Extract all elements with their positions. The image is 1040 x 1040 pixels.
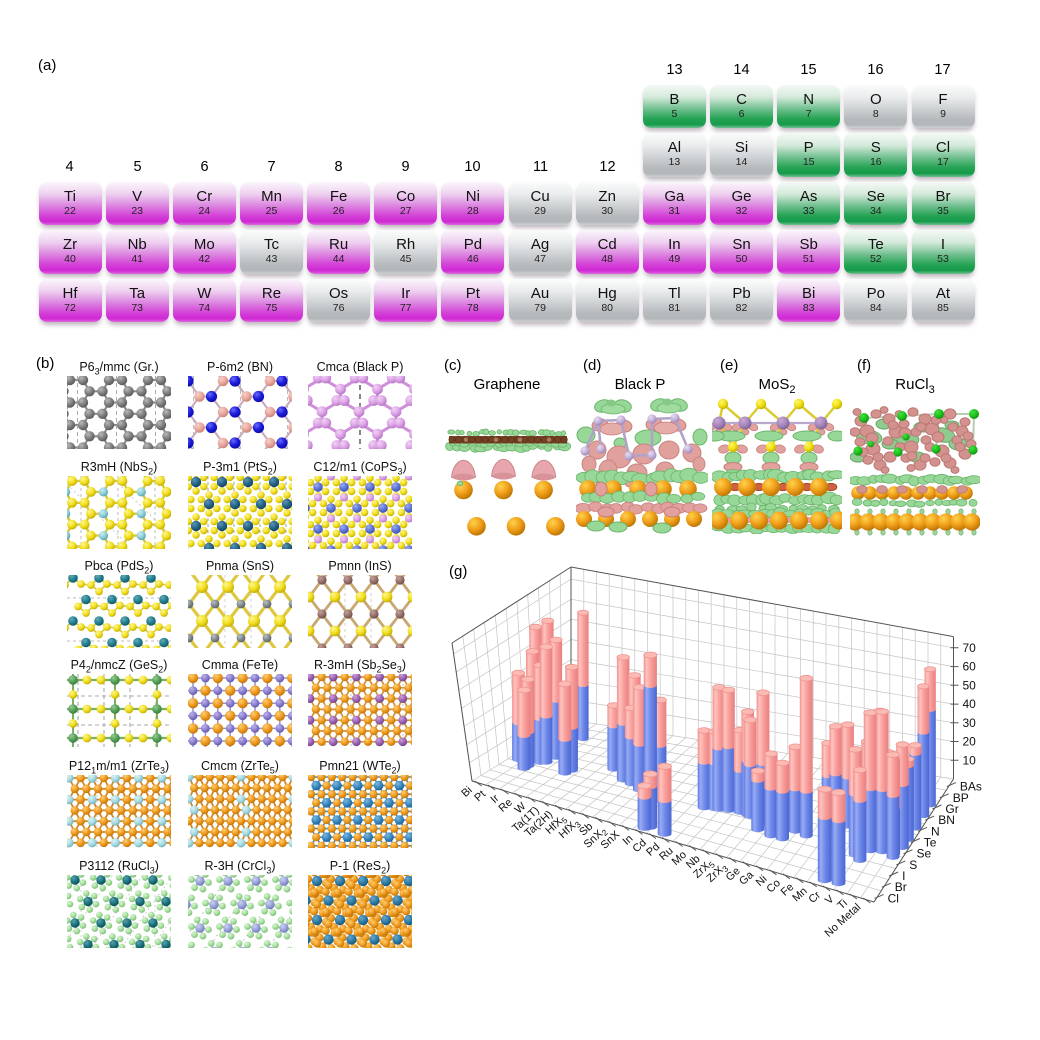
svg-text:Cr: Cr (806, 889, 823, 906)
svg-text:S: S (909, 858, 917, 872)
svg-text:Bi: Bi (459, 784, 474, 799)
svg-text:Se: Se (917, 847, 932, 861)
svg-text:V: V (823, 893, 837, 907)
svg-text:N: N (931, 824, 940, 838)
svg-text:BAs: BAs (960, 780, 982, 794)
svg-text:50: 50 (963, 678, 977, 692)
svg-text:60: 60 (963, 660, 977, 674)
svg-text:BP: BP (953, 791, 969, 805)
svg-text:Br: Br (895, 880, 907, 894)
svg-text:20: 20 (963, 735, 977, 749)
svg-text:I: I (902, 869, 905, 883)
svg-text:70: 70 (963, 641, 977, 655)
svg-text:Te: Te (924, 836, 937, 850)
svg-text:10: 10 (963, 753, 977, 767)
svg-text:30: 30 (963, 716, 977, 730)
svg-text:Pt: Pt (472, 788, 488, 804)
svg-text:40: 40 (963, 697, 977, 711)
svg-text:BN: BN (938, 813, 955, 827)
svg-text:Cl: Cl (888, 891, 899, 905)
svg-text:Gr: Gr (945, 802, 958, 816)
